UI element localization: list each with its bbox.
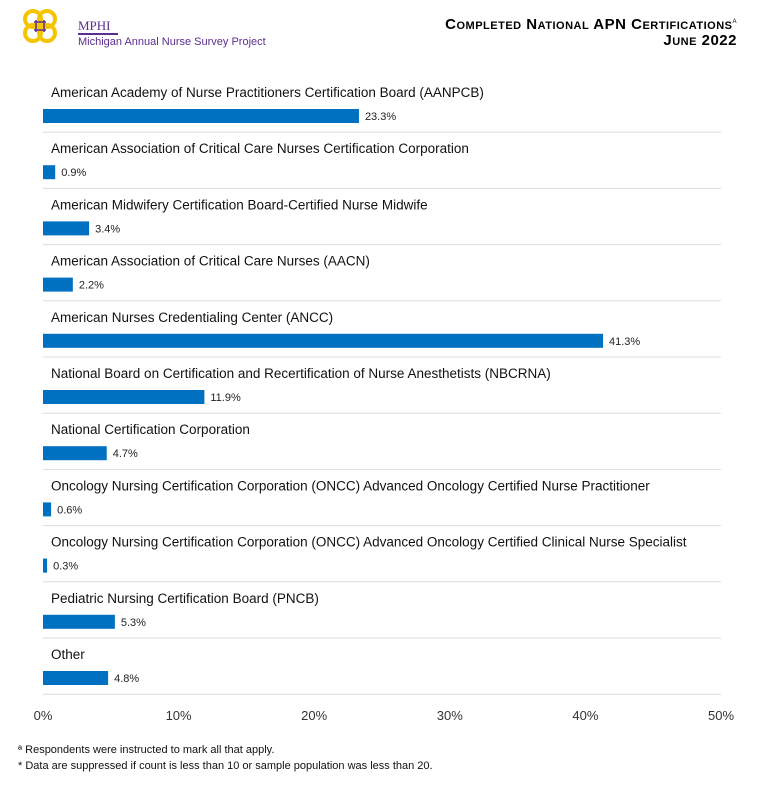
mphi-logo: MPHI Michigan Annual Nurse Survey Projec… xyxy=(22,8,266,48)
category-label: American Association of Critical Care Nu… xyxy=(51,141,469,156)
x-tick-label: 50% xyxy=(708,708,734,723)
x-tick-label: 30% xyxy=(437,708,463,723)
category-label: American Nurses Credentialing Center (AN… xyxy=(51,310,333,325)
footnote-suppressed: * Data are suppressed if count is less t… xyxy=(18,760,433,772)
data-label: 41.3% xyxy=(609,336,640,348)
data-label: 4.8% xyxy=(114,673,139,685)
data-label: 2.2% xyxy=(79,280,104,292)
category-label: Oncology Nursing Certification Corporati… xyxy=(51,535,687,550)
x-tick-label: 20% xyxy=(301,708,327,723)
bar xyxy=(43,671,109,685)
title-line-1: Completed National APN Certifications xyxy=(445,16,733,33)
data-label: 5.3% xyxy=(121,617,146,629)
data-label: 4.7% xyxy=(113,448,138,460)
bar xyxy=(43,558,48,573)
data-label: 0.6% xyxy=(57,504,82,516)
chart-title: Completed National APN Certificationsa J… xyxy=(445,12,737,49)
logo-knot-icon xyxy=(23,9,57,43)
logo-name: MPHI xyxy=(78,18,111,33)
bar xyxy=(43,614,115,629)
logo-rule xyxy=(78,33,118,35)
logo-subtitle: Michigan Annual Nurse Survey Project xyxy=(78,36,266,48)
data-label: 3.4% xyxy=(95,223,120,235)
bar xyxy=(43,165,56,180)
footnote-a: ª Respondents were instructed to mark al… xyxy=(18,744,275,756)
bar xyxy=(43,502,52,517)
x-tick-label: 40% xyxy=(572,708,598,723)
category-label: National Certification Corporation xyxy=(51,422,250,437)
category-label: Pediatric Nursing Certification Board (P… xyxy=(51,591,319,606)
category-label: Oncology Nursing Certification Corporati… xyxy=(51,478,650,493)
category-label: American Association of Critical Care Nu… xyxy=(51,254,370,269)
bar xyxy=(43,277,73,292)
bar xyxy=(43,446,107,461)
bar xyxy=(43,333,604,348)
title-footnote-marker: a xyxy=(732,15,737,25)
x-tick-label: 10% xyxy=(166,708,192,723)
x-tick-label: 0% xyxy=(34,708,53,723)
data-label: 0.9% xyxy=(61,167,86,179)
category-label: National Board on Certification and Rece… xyxy=(51,366,551,381)
data-label: 11.9% xyxy=(210,392,241,404)
title-line-2: June 2022 xyxy=(663,32,737,49)
category-label: Other xyxy=(51,647,85,662)
category-label: American Midwifery Certification Board-C… xyxy=(51,197,428,212)
bar xyxy=(43,390,205,404)
bar xyxy=(43,109,359,123)
category-label: American Academy of Nurse Practitioners … xyxy=(51,85,484,100)
bar xyxy=(43,221,90,236)
data-label: 0.3% xyxy=(53,561,78,573)
data-label: 23.3% xyxy=(365,111,396,123)
